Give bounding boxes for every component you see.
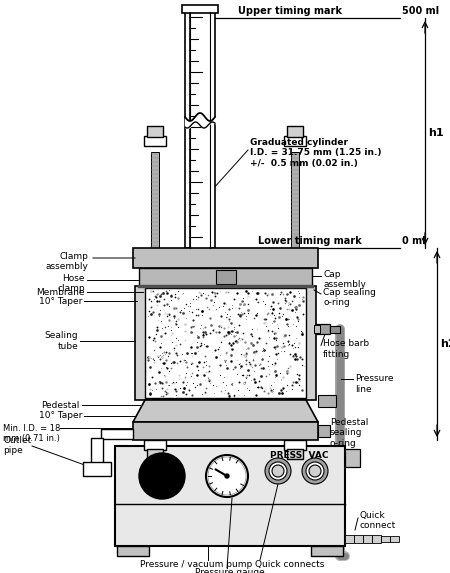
- Polygon shape: [291, 152, 299, 435]
- Polygon shape: [318, 425, 330, 437]
- Polygon shape: [190, 12, 210, 248]
- Text: 500 ml: 500 ml: [402, 6, 439, 16]
- Text: h2: h2: [440, 339, 450, 349]
- Circle shape: [309, 465, 321, 477]
- Text: Min. I.D. = 18
mm (0.71 in.): Min. I.D. = 18 mm (0.71 in.): [3, 424, 60, 444]
- Polygon shape: [284, 136, 306, 146]
- Polygon shape: [83, 462, 111, 476]
- Circle shape: [225, 474, 229, 478]
- Polygon shape: [314, 325, 320, 333]
- Polygon shape: [117, 546, 149, 556]
- Polygon shape: [145, 288, 306, 398]
- Text: 10° Taper: 10° Taper: [39, 411, 82, 421]
- Text: Cap sealing
o-ring: Cap sealing o-ring: [323, 288, 376, 307]
- Circle shape: [269, 462, 287, 480]
- Polygon shape: [381, 536, 390, 543]
- Polygon shape: [372, 535, 381, 543]
- Text: Pedestal
sealing
o-ring: Pedestal sealing o-ring: [330, 418, 369, 448]
- Polygon shape: [147, 126, 163, 137]
- Text: Cap
assembly: Cap assembly: [323, 270, 366, 289]
- Text: Hose
clamp: Hose clamp: [58, 274, 85, 293]
- Text: Sealing
tube: Sealing tube: [45, 331, 78, 351]
- Polygon shape: [135, 286, 316, 400]
- Polygon shape: [185, 12, 190, 248]
- Polygon shape: [284, 440, 306, 450]
- Polygon shape: [147, 449, 163, 459]
- Polygon shape: [311, 546, 343, 556]
- Polygon shape: [216, 270, 235, 284]
- Text: 0 ml: 0 ml: [402, 236, 426, 246]
- Polygon shape: [115, 446, 345, 546]
- Text: h1: h1: [428, 128, 444, 138]
- Text: Outlet
pipe: Outlet pipe: [3, 436, 31, 456]
- Text: Clamp
assembly: Clamp assembly: [45, 252, 88, 272]
- Polygon shape: [151, 152, 159, 435]
- Circle shape: [302, 458, 328, 484]
- Polygon shape: [287, 126, 303, 137]
- Polygon shape: [133, 400, 318, 422]
- Text: Pressure / vacuum pump: Pressure / vacuum pump: [140, 560, 252, 569]
- Polygon shape: [354, 535, 363, 543]
- Circle shape: [272, 465, 284, 477]
- Polygon shape: [133, 248, 318, 268]
- Polygon shape: [139, 268, 312, 286]
- Text: Upper timing mark: Upper timing mark: [238, 6, 342, 16]
- Polygon shape: [318, 395, 336, 407]
- Polygon shape: [287, 449, 303, 459]
- Polygon shape: [210, 12, 215, 248]
- Circle shape: [265, 458, 291, 484]
- Polygon shape: [390, 536, 399, 542]
- Circle shape: [306, 462, 324, 480]
- Polygon shape: [345, 449, 360, 467]
- Polygon shape: [363, 535, 372, 543]
- Polygon shape: [144, 440, 166, 450]
- Text: Pressure gauge: Pressure gauge: [195, 568, 265, 573]
- Text: Quick connects: Quick connects: [255, 560, 324, 569]
- Polygon shape: [345, 535, 354, 543]
- Text: Pedestal: Pedestal: [41, 401, 80, 410]
- Polygon shape: [330, 326, 340, 333]
- Text: Quick
connect: Quick connect: [360, 511, 396, 531]
- Polygon shape: [101, 429, 133, 439]
- Text: Graduated cylinder
I.D. = 31.75 mm (1.25 in.)
+/-  0.5 mm (0.02 in.): Graduated cylinder I.D. = 31.75 mm (1.25…: [250, 138, 382, 168]
- Polygon shape: [91, 438, 103, 468]
- Text: PRESS  VAC: PRESS VAC: [270, 451, 328, 460]
- Polygon shape: [316, 324, 330, 334]
- Text: Pressure
line: Pressure line: [355, 374, 393, 394]
- Polygon shape: [133, 422, 318, 440]
- Polygon shape: [182, 5, 218, 13]
- Text: Membrane: Membrane: [36, 288, 85, 297]
- Polygon shape: [144, 136, 166, 146]
- Circle shape: [206, 455, 248, 497]
- Text: Hose barb
fitting: Hose barb fitting: [323, 339, 369, 359]
- Circle shape: [139, 453, 185, 499]
- Text: Lower timing mark: Lower timing mark: [258, 236, 362, 246]
- Text: 10° Taper: 10° Taper: [39, 296, 82, 305]
